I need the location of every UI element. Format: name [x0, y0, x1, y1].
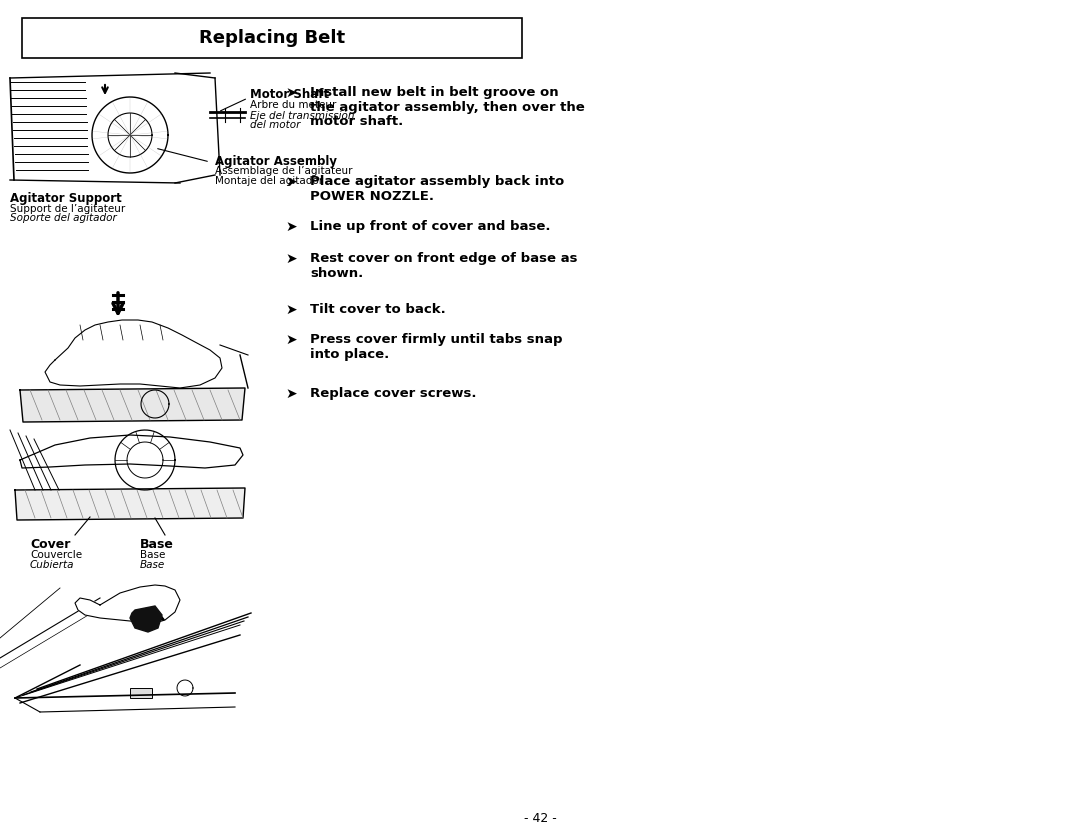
Text: ➤: ➤: [285, 387, 297, 401]
Text: Support de l’agitateur: Support de l’agitateur: [10, 204, 125, 214]
Text: Agitator Support: Agitator Support: [10, 192, 122, 205]
Text: ➤: ➤: [285, 175, 297, 189]
Text: Soporte del agitador: Soporte del agitador: [10, 213, 117, 223]
Text: Montaje del agitador: Montaje del agitador: [215, 176, 323, 186]
Text: Replace cover screws.: Replace cover screws.: [310, 387, 476, 400]
Text: Press cover firmly until tabs snap: Press cover firmly until tabs snap: [310, 333, 563, 346]
Text: Couvercle: Couvercle: [30, 550, 82, 560]
Text: Motor Shaft: Motor Shaft: [249, 88, 329, 101]
Text: Arbre du moteur: Arbre du moteur: [249, 100, 336, 110]
Text: Replacing Belt: Replacing Belt: [199, 29, 346, 47]
Text: ➤: ➤: [285, 86, 297, 100]
Text: Install new belt in belt groove on: Install new belt in belt groove on: [310, 86, 558, 99]
Text: del motor: del motor: [249, 120, 300, 130]
Text: shown.: shown.: [310, 267, 363, 279]
Text: Eje del transmissión: Eje del transmissión: [249, 110, 354, 120]
Polygon shape: [130, 606, 162, 632]
Text: Assemblage de l’agitateur: Assemblage de l’agitateur: [215, 166, 352, 176]
Polygon shape: [75, 585, 180, 623]
Text: Rest cover on front edge of base as: Rest cover on front edge of base as: [310, 252, 578, 265]
Polygon shape: [15, 488, 245, 520]
Text: the agitator assembly, then over the: the agitator assembly, then over the: [310, 101, 584, 113]
Text: ➤: ➤: [285, 303, 297, 317]
Text: Cubierta: Cubierta: [30, 560, 75, 570]
Text: Line up front of cover and base.: Line up front of cover and base.: [310, 220, 551, 233]
Text: Tilt cover to back.: Tilt cover to back.: [310, 303, 446, 316]
Text: Base: Base: [140, 538, 174, 551]
Text: ➤: ➤: [285, 333, 297, 347]
Text: motor shaft.: motor shaft.: [310, 115, 403, 128]
Bar: [130, 688, 152, 698]
Text: POWER NOZZLE.: POWER NOZZLE.: [310, 189, 434, 203]
Bar: [22, 18, 522, 58]
Text: ➤: ➤: [285, 220, 297, 234]
Text: Base: Base: [140, 550, 165, 560]
Polygon shape: [45, 320, 222, 388]
Text: - 42 -: - 42 -: [524, 812, 556, 825]
Polygon shape: [21, 388, 245, 422]
Text: Base: Base: [140, 560, 165, 570]
Text: Place agitator assembly back into: Place agitator assembly back into: [310, 175, 564, 188]
Text: ➤: ➤: [285, 252, 297, 266]
Polygon shape: [21, 435, 243, 468]
Text: Cover: Cover: [30, 538, 70, 551]
Text: into place.: into place.: [310, 348, 389, 360]
Text: Agitator Assembly: Agitator Assembly: [215, 155, 337, 168]
